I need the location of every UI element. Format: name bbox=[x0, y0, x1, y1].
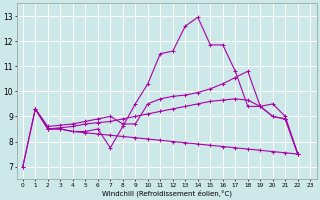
X-axis label: Windchill (Refroidissement éolien,°C): Windchill (Refroidissement éolien,°C) bbox=[101, 189, 232, 197]
